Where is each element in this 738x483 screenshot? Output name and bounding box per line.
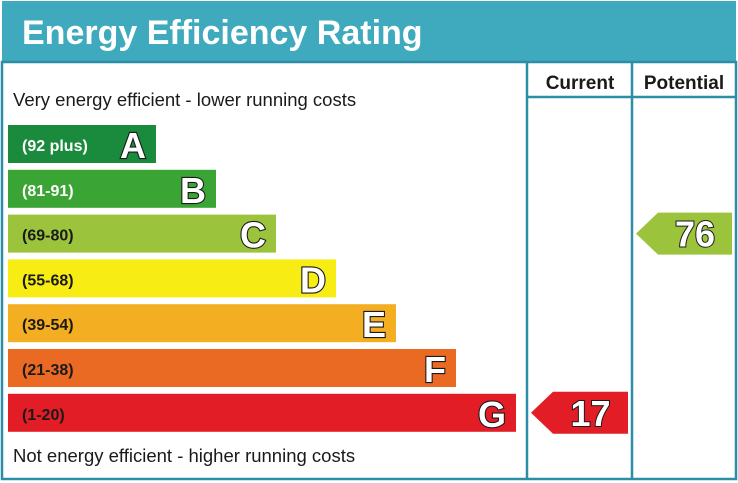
band-f: (21-38) F — [8, 348, 456, 391]
band-e: (39-54) E — [8, 303, 396, 346]
band-g: (1-20) G — [8, 393, 516, 436]
band-bar-d — [8, 259, 336, 298]
bottom-caption: Not energy efficient - higher running co… — [13, 445, 355, 466]
band-range-label: (39-54) — [22, 317, 74, 334]
band-range-label: (81-91) — [22, 183, 74, 200]
rating-bands: (92 plus) A(81-91) B(69-80) C(55-68) D(39-54… — [8, 124, 516, 436]
band-c: (69-80) C — [8, 214, 276, 257]
band-b: (81-91) B — [8, 169, 216, 212]
band-bar-g — [8, 393, 516, 432]
band-range-label: (92 plus) — [22, 138, 88, 155]
band-d: (55-68) D — [8, 258, 336, 301]
band-range-label: (1-20) — [22, 407, 65, 424]
title-bar — [2, 1, 736, 62]
band-letter: B — [180, 170, 206, 211]
current-rating-arrow-shape — [531, 391, 628, 434]
band-letter: F — [424, 349, 446, 390]
band-bar-b — [8, 169, 216, 208]
column-header-potential: Potential — [644, 73, 724, 94]
band-bar-a — [8, 125, 156, 163]
potential-rating-arrow-shape — [636, 212, 732, 255]
chart-title: Energy Efficiency Rating — [22, 14, 423, 52]
band-letter: A — [120, 125, 146, 166]
band-bar-c — [8, 214, 276, 253]
potential-rating-arrow: 76 — [636, 212, 732, 256]
potential-rating-arrow-value: 76 — [675, 214, 715, 255]
band-range-label: (55-68) — [22, 272, 74, 289]
frame-outline — [0, 60, 738, 481]
band-letter: E — [362, 304, 386, 345]
band-a: (92 plus) A — [8, 124, 156, 167]
current-rating-arrow: 17 — [531, 391, 628, 435]
band-bar-f — [8, 349, 456, 387]
band-letter: D — [300, 259, 326, 300]
chart-frame — [0, 60, 738, 481]
band-range-label: (69-80) — [22, 228, 74, 245]
band-letter: G — [478, 394, 506, 435]
top-caption: Very energy efficient - lower running co… — [13, 89, 356, 110]
column-header-current: Current — [546, 73, 615, 94]
band-letter: C — [240, 215, 266, 256]
band-range-label: (21-38) — [22, 362, 74, 379]
current-rating-arrow-value: 17 — [570, 393, 610, 434]
band-bar-e — [8, 304, 396, 343]
